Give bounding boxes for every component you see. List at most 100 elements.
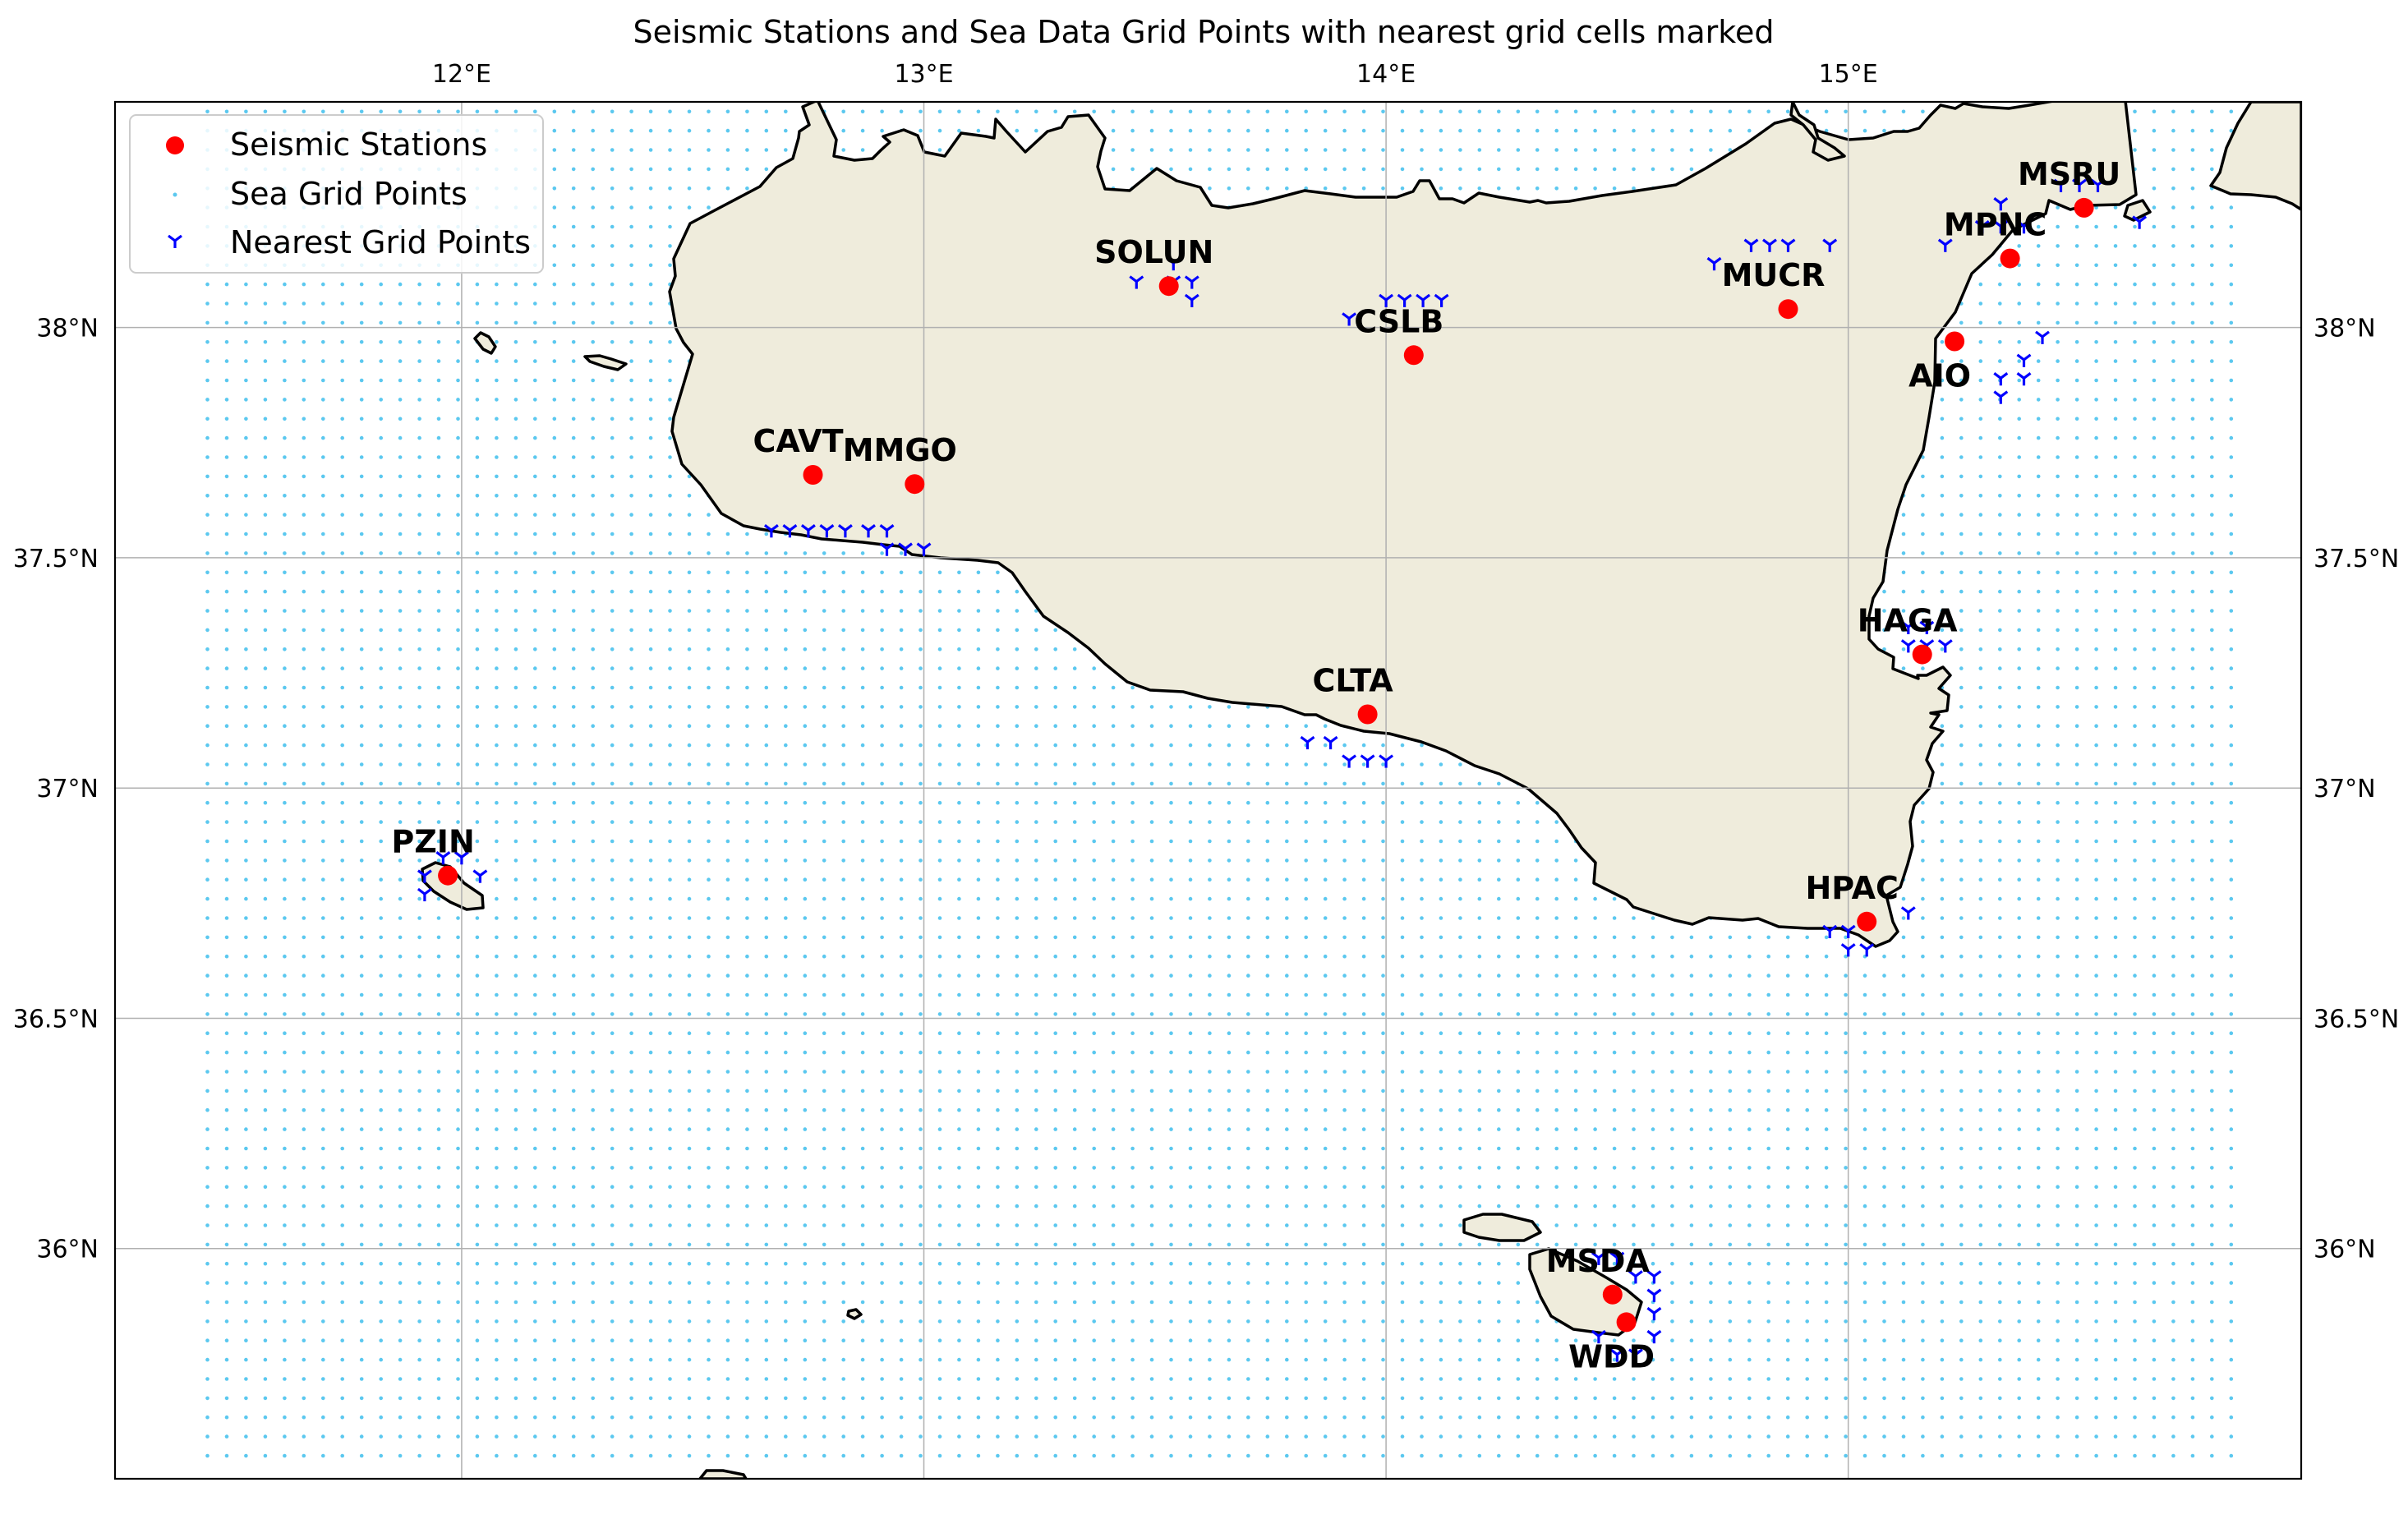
sea-grid-point (2074, 705, 2079, 709)
sea-grid-point (1940, 859, 1945, 863)
sea-grid-point (1053, 1242, 1057, 1247)
sea-grid-point (379, 1415, 384, 1420)
sea-grid-point (283, 839, 287, 844)
sea-grid-point (321, 1050, 325, 1055)
sea-grid-point (1015, 800, 1020, 805)
sea-grid-point (1149, 877, 1154, 882)
sea-grid-point (610, 1300, 615, 1305)
sea-grid-point (1458, 1012, 1462, 1016)
sea-grid-point (629, 1261, 633, 1266)
sea-grid-point (996, 781, 1000, 786)
sea-grid-point (495, 820, 499, 824)
sea-grid-point (2171, 916, 2175, 920)
sea-grid-point (976, 1089, 981, 1093)
sea-grid-point (687, 685, 692, 690)
sea-grid-point (1342, 877, 1347, 882)
sea-grid-point (919, 1434, 923, 1439)
sea-grid-point (417, 1012, 421, 1016)
sea-grid-point (803, 685, 808, 690)
sea-grid-point (1439, 762, 1443, 766)
sea-grid-point (2074, 1223, 2079, 1227)
sea-grid-point (725, 1319, 730, 1324)
sea-grid-point (321, 820, 325, 824)
sea-grid-point (996, 1415, 1000, 1420)
sea-grid-point (784, 1453, 788, 1458)
sea-grid-point (340, 685, 345, 690)
sea-grid-point (2171, 820, 2175, 824)
sea-grid-point (687, 992, 692, 997)
sea-grid-point (1728, 992, 1733, 997)
sea-grid-point (2074, 916, 2079, 920)
sea-grid-point (1593, 1453, 1597, 1458)
sea-grid-point (1053, 628, 1057, 633)
sea-grid-point (687, 1415, 692, 1420)
sea-grid-point (1111, 1261, 1116, 1266)
sea-grid-point (2056, 1357, 2060, 1362)
sea-grid-point (1361, 781, 1366, 786)
sea-grid-point (1400, 743, 1405, 748)
sea-grid-point (1188, 954, 1193, 959)
sea-grid-point (764, 1012, 769, 1016)
sea-grid-point (899, 1107, 904, 1112)
sea-grid-point (379, 1050, 384, 1055)
sea-grid-point (533, 1012, 537, 1016)
sea-grid-point (841, 1204, 845, 1208)
sea-grid-point (1709, 1127, 1713, 1131)
sea-grid-point (648, 1223, 653, 1227)
sea-grid-point (379, 800, 384, 805)
sea-grid-point (1265, 1012, 1270, 1016)
sea-grid-point (1149, 1127, 1154, 1131)
sea-grid-point (745, 1050, 749, 1055)
sea-grid-point (1053, 1377, 1057, 1381)
sea-grid-point (2113, 877, 2118, 882)
sea-grid-point (629, 705, 633, 709)
sea-grid-point (803, 974, 808, 978)
sea-grid-point (398, 1185, 403, 1189)
sea-grid-point (2210, 647, 2214, 651)
sea-grid-point (1921, 800, 1925, 805)
sea-grid-point (1824, 1377, 1829, 1381)
sea-grid-point (1246, 781, 1250, 786)
sea-grid-point (745, 1127, 749, 1131)
sea-grid-point (784, 1031, 788, 1035)
sea-grid-point (224, 685, 229, 690)
sea-grid-point (1265, 896, 1270, 901)
sea-grid-point (456, 916, 460, 920)
sea-grid-point (1400, 1434, 1405, 1439)
sea-grid-point (263, 1050, 268, 1055)
sea-grid-point (379, 1185, 384, 1189)
sea-grid-point (283, 551, 287, 555)
sea-grid-point (1882, 1185, 1886, 1189)
sea-grid-point (340, 666, 345, 670)
sea-grid-point (1516, 839, 1521, 844)
sea-grid-point (668, 1261, 672, 1266)
sea-grid-point (495, 839, 499, 844)
sea-grid-point (2229, 609, 2234, 613)
sea-grid-point (1516, 1242, 1521, 1247)
sea-grid-point (937, 609, 942, 613)
sea-grid-point (1323, 762, 1328, 766)
sea-grid-point (1940, 1338, 1945, 1342)
sea-grid-point (610, 954, 615, 959)
sea-grid-point (321, 1261, 325, 1266)
sea-grid-point (1978, 724, 1983, 728)
sea-grid-point (2152, 1070, 2157, 1074)
sea-grid-point (668, 781, 672, 786)
sea-grid-point (668, 1012, 672, 1016)
sea-grid-point (764, 724, 769, 728)
sea-grid-point (1265, 1434, 1270, 1439)
sea-grid-point (302, 762, 306, 766)
sea-grid-point (784, 800, 788, 805)
sea-grid-point (2113, 1377, 2118, 1381)
sea-grid-point (513, 839, 518, 844)
sea-grid-point (2133, 1281, 2137, 1285)
sea-grid-point (1554, 1377, 1559, 1381)
sea-grid-point (1554, 1242, 1559, 1247)
sea-grid-point (283, 685, 287, 690)
sea-grid-point (1227, 781, 1232, 786)
sea-grid-point (1015, 1146, 1020, 1151)
sea-grid-point (1072, 859, 1077, 863)
sea-grid-point (1516, 974, 1521, 978)
sea-grid-point (1188, 1146, 1193, 1151)
sea-grid-point (1208, 743, 1212, 748)
